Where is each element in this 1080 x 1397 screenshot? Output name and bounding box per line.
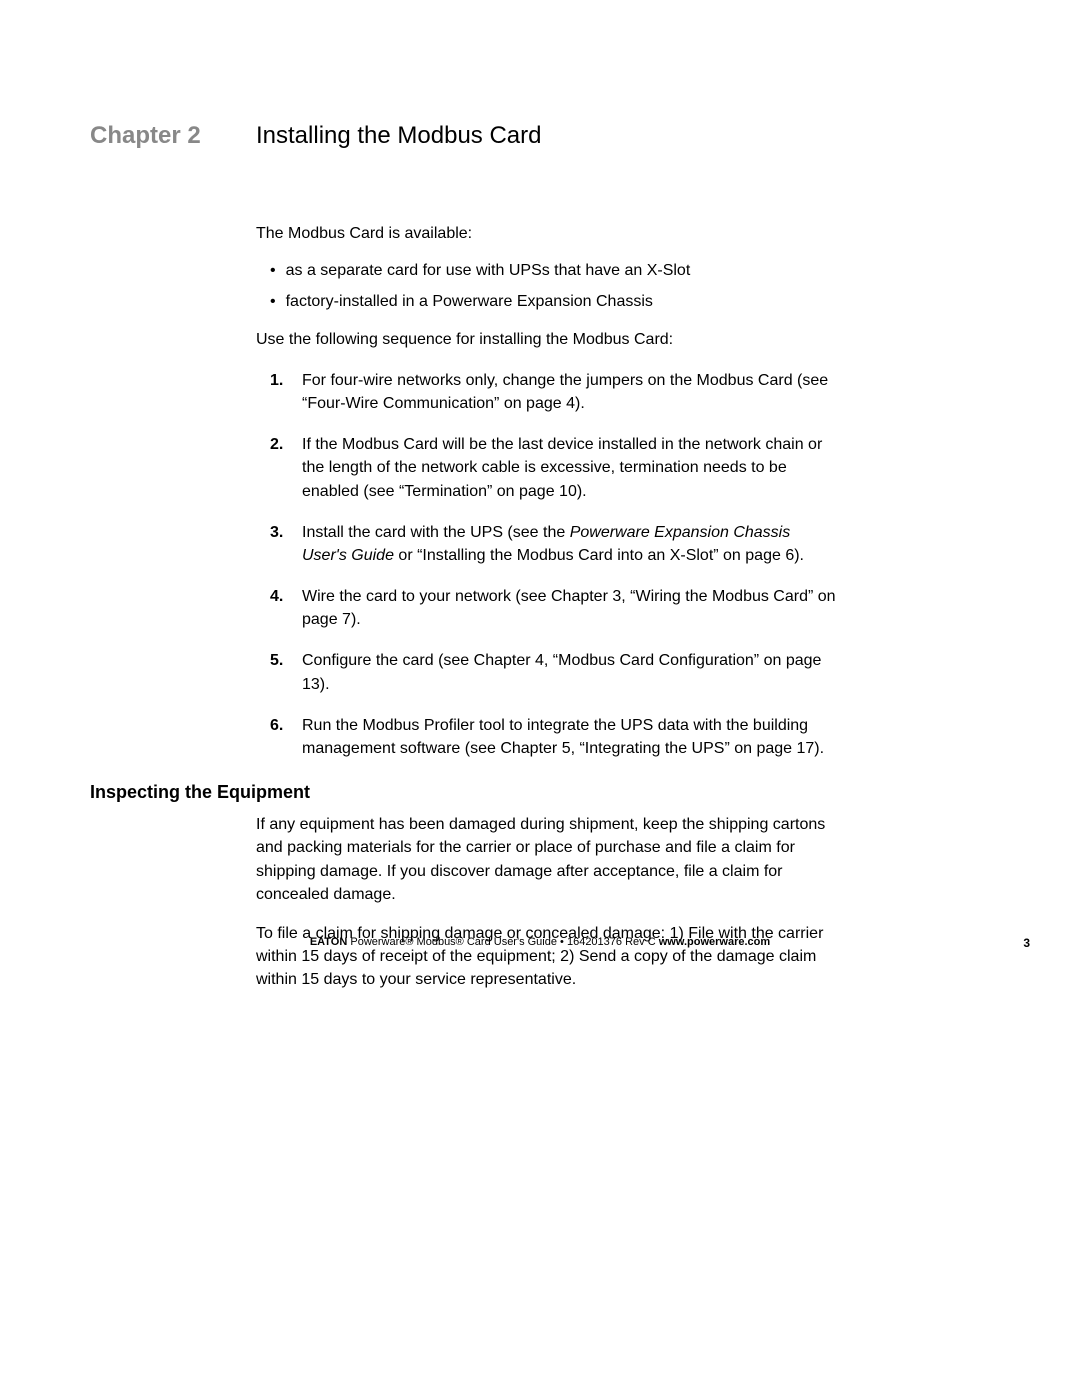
bullet-icon: • <box>270 290 276 313</box>
page-number: 3 <box>1023 936 1030 950</box>
document-page: Chapter 2 Installing the Modbus Card The… <box>0 0 1080 992</box>
step-number: 6. <box>270 714 288 760</box>
sequence-intro: Use the following sequence for installin… <box>256 328 836 351</box>
step-text: If the Modbus Card will be the last devi… <box>302 433 836 503</box>
step-number: 4. <box>270 585 288 631</box>
footer-brand: EATON <box>310 936 348 948</box>
step-item: 5. Configure the card (see Chapter 4, “M… <box>256 649 836 695</box>
step-number: 2. <box>270 433 288 503</box>
footer-rev: 164201376 Rev C <box>564 936 659 948</box>
page-footer: EATON Powerware® Modbus® Card User's Gui… <box>0 936 1080 948</box>
step-item: 6. Run the Modbus Profiler tool to integ… <box>256 714 836 760</box>
step-item: 4. Wire the card to your network (see Ch… <box>256 585 836 631</box>
bullet-item: • factory-installed in a Powerware Expan… <box>256 290 836 313</box>
step-text: Configure the card (see Chapter 4, “Modb… <box>302 649 836 695</box>
bullet-text: as a separate card for use with UPSs tha… <box>286 259 691 282</box>
bullet-icon: • <box>270 259 276 282</box>
step-text: Wire the card to your network (see Chapt… <box>302 585 836 631</box>
intro-text: The Modbus Card is available: <box>256 222 836 245</box>
ordered-list: 1. For four-wire networks only, change t… <box>256 369 836 760</box>
chapter-title: Installing the Modbus Card <box>256 122 542 150</box>
step-item: 3. Install the card with the UPS (see th… <box>256 521 836 567</box>
step-text: Run the Modbus Profiler tool to integrat… <box>302 714 836 760</box>
chapter-header: Chapter 2 Installing the Modbus Card <box>90 122 990 150</box>
footer-row: EATON Powerware® Modbus® Card User's Gui… <box>260 936 820 948</box>
bullet-item: • as a separate card for use with UPSs t… <box>256 259 836 282</box>
section-content: If any equipment has been damaged during… <box>256 813 836 991</box>
step-post: or “Installing the Modbus Card into an X… <box>394 547 804 564</box>
step-item: 1. For four-wire networks only, change t… <box>256 369 836 415</box>
step-pre: Install the card with the UPS (see the <box>302 524 570 541</box>
step-item: 2. If the Modbus Card will be the last d… <box>256 433 836 503</box>
footer-text: EATON Powerware® Modbus® Card User's Gui… <box>310 936 770 948</box>
bullet-list: • as a separate card for use with UPSs t… <box>256 259 836 313</box>
section-paragraph: If any equipment has been damaged during… <box>256 813 836 906</box>
section-paragraph: To file a claim for shipping damage or c… <box>256 922 836 992</box>
step-text: For four-wire networks only, change the … <box>302 369 836 415</box>
step-number: 1. <box>270 369 288 415</box>
bullet-text: factory-installed in a Powerware Expansi… <box>286 290 653 313</box>
step-text: Install the card with the UPS (see the P… <box>302 521 836 567</box>
step-number: 3. <box>270 521 288 567</box>
section-heading: Inspecting the Equipment <box>90 782 990 803</box>
step-number: 5. <box>270 649 288 695</box>
content-block: The Modbus Card is available: • as a sep… <box>256 222 836 760</box>
footer-mid: Powerware® Modbus® Card User's Guide <box>347 936 560 948</box>
chapter-label: Chapter 2 <box>90 122 256 150</box>
footer-url: www.powerware.com <box>659 936 770 948</box>
